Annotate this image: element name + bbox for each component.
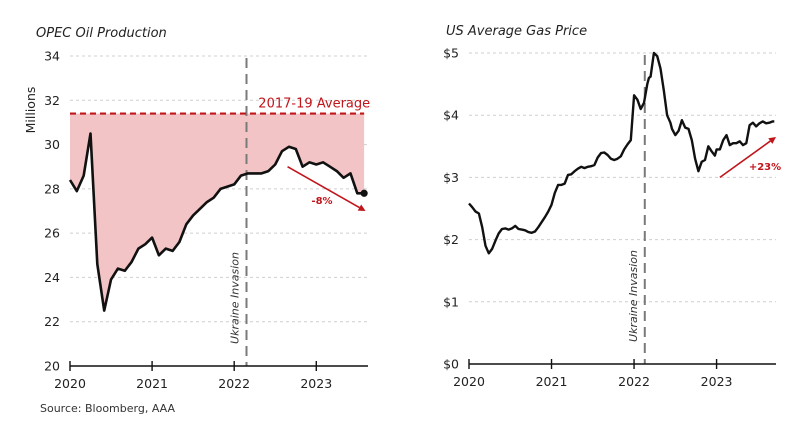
shortfall-fill bbox=[70, 113, 365, 311]
trend-arrow-up-head bbox=[768, 136, 776, 144]
trend-label-down: -8% bbox=[311, 196, 332, 207]
x-tick-label: 2021 bbox=[136, 376, 168, 391]
source-note: Source: Bloomberg, AAA bbox=[40, 402, 175, 415]
y-tick-label: 26 bbox=[44, 226, 60, 241]
end-marker bbox=[360, 189, 368, 197]
left-x-axis: 2020 2021 2022 2023 bbox=[54, 361, 368, 391]
series-line bbox=[468, 51, 775, 255]
right-gridlines bbox=[469, 52, 776, 303]
y-tick-label: 34 bbox=[44, 49, 60, 64]
y-tick-label: $4 bbox=[443, 108, 459, 123]
y-tick-label: 28 bbox=[44, 181, 60, 196]
left-reference-line-group: 2017-19 Average bbox=[70, 97, 370, 115]
left-event-line-group: Ukraine Invasion bbox=[229, 58, 248, 366]
right-x-axis: 2020 2021 2022 2023 bbox=[453, 359, 776, 389]
average-reference-label: 2017-19 Average bbox=[258, 97, 370, 112]
x-tick-label: 2020 bbox=[453, 374, 485, 389]
ukraine-invasion-label-right: Ukraine Invasion bbox=[627, 250, 640, 342]
left-chart-title: OPEC Oil Production bbox=[36, 26, 167, 41]
x-tick-label: 2020 bbox=[54, 376, 86, 391]
y-tick-label: $5 bbox=[443, 46, 459, 61]
left-y-axis-ticks: 20 22 24 26 28 30 32 34 bbox=[44, 49, 60, 374]
right-y-axis-ticks: $0 $1 $2 $3 $4 $5 bbox=[443, 46, 459, 372]
series-line bbox=[68, 132, 365, 312]
right-chart-title: US Average Gas Price bbox=[446, 24, 587, 39]
us-gas-price-chart: US Average Gas Price Ukraine Invasion +2… bbox=[443, 24, 781, 389]
y-tick-label: $3 bbox=[443, 170, 459, 185]
x-tick-label: 2023 bbox=[300, 376, 332, 391]
y-tick-label: 30 bbox=[44, 137, 60, 152]
trend-label-up: +23% bbox=[749, 162, 781, 173]
x-tick-label: 2021 bbox=[536, 374, 568, 389]
x-tick-label: 2022 bbox=[218, 376, 250, 391]
trend-arrow-down bbox=[287, 166, 360, 209]
y-tick-label: 24 bbox=[44, 270, 60, 285]
y-tick-label: 32 bbox=[44, 93, 60, 108]
y-tick-label: 22 bbox=[44, 314, 60, 329]
left-trend-group: -8% bbox=[287, 166, 366, 211]
right-series-line-group bbox=[468, 51, 775, 255]
y-tick-label: 20 bbox=[44, 359, 60, 374]
trend-arrow-up bbox=[719, 140, 771, 179]
y-tick-label: $2 bbox=[443, 232, 459, 247]
left-y-axis-label: Millions bbox=[23, 87, 38, 134]
y-tick-label: $0 bbox=[443, 357, 459, 372]
right-trend-group: +23% bbox=[719, 136, 781, 179]
right-event-line-group: Ukraine Invasion bbox=[627, 55, 646, 364]
y-tick-label: $1 bbox=[443, 294, 459, 309]
opec-oil-production-chart: OPEC Oil Production Millions Ukraine Inv… bbox=[23, 26, 370, 391]
trend-arrow-down-head bbox=[357, 204, 366, 211]
ukraine-invasion-label-left: Ukraine Invasion bbox=[229, 252, 242, 344]
left-series-line-group bbox=[68, 132, 368, 312]
left-shortfall-area bbox=[70, 113, 365, 311]
x-tick-label: 2023 bbox=[701, 374, 733, 389]
x-tick-label: 2022 bbox=[618, 374, 650, 389]
